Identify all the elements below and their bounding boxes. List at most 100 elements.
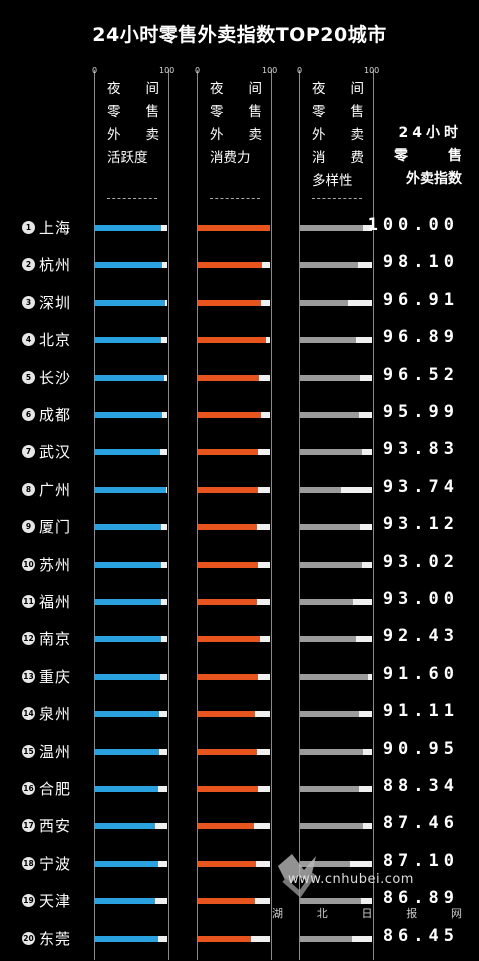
index-value: 86.45: [382, 925, 459, 946]
column-header-activity-line: 活跃度: [95, 147, 169, 170]
table-row: 5 长沙 96.52: [0, 363, 479, 400]
index-value: 93.00: [382, 589, 459, 609]
bar-consumption: [198, 561, 259, 568]
index-value: 95.99: [382, 402, 459, 422]
column-header-text: 间: [248, 81, 263, 97]
rank-badge: 16: [22, 782, 35, 795]
column-header-diversity-line: 多样性: [300, 170, 374, 193]
bar-consumption: [198, 486, 258, 493]
bar-track: [95, 337, 167, 344]
index-value: 91.60: [382, 663, 459, 684]
bar-diversity: [300, 636, 357, 643]
bar-track: [198, 374, 270, 381]
watermark-url: www.cnhubei.com: [288, 872, 414, 887]
tick-min-diversity: 0: [297, 66, 303, 75]
column-header-diversity-line: 外卖: [300, 124, 374, 147]
bar-consumption: [198, 711, 255, 718]
watermark-brand: 湖 北 日 报 网: [272, 905, 462, 921]
bar-track: [300, 299, 372, 306]
bar-activity: [95, 860, 159, 867]
bar-consumption: [198, 449, 259, 456]
rank-badge: 2: [22, 258, 35, 272]
bar-track: [95, 786, 167, 792]
city-label: 泉州: [39, 705, 72, 724]
bar-track: [95, 860, 167, 867]
bar-activity: [95, 262, 162, 269]
index-value: 92.43: [382, 626, 459, 647]
bar-track: [198, 860, 270, 867]
bar-activity: [95, 524, 162, 531]
bar-diversity: [300, 561, 362, 568]
bar-activity: [95, 486, 166, 493]
index-value: 100.00: [367, 215, 459, 235]
bar-track: [95, 935, 167, 942]
rank-badge: 20: [22, 931, 35, 945]
index-header-line2b: 售: [448, 148, 462, 164]
rank-badge: 4: [22, 333, 35, 347]
bar-track: [95, 374, 167, 381]
axis-line-consumption-left: [197, 70, 198, 960]
bar-track: [198, 225, 270, 231]
bar-track: [95, 561, 167, 568]
table-row: 10 苏州 93.02: [0, 550, 479, 587]
table-row: 17 西安 87.46: [0, 811, 479, 848]
city-label: 苏州: [39, 555, 72, 574]
column-header-consumption-line: 外卖: [198, 124, 272, 147]
bar-track: [300, 935, 372, 942]
city-label: 广州: [39, 480, 72, 499]
bar-activity: [95, 935, 158, 942]
column-header-activity: 夜间零售外卖活跃度: [95, 78, 169, 170]
bar-track: [95, 486, 167, 493]
index-header-line1: 24小时: [398, 125, 462, 141]
column-header-consumption: 夜间零售外卖消费力: [198, 78, 272, 170]
city-label: 南京: [39, 630, 72, 649]
rank-badge: 7: [22, 445, 35, 459]
column-header-divider-consumption: [210, 198, 260, 199]
city-label: 温州: [39, 742, 72, 761]
bar-diversity: [300, 449, 362, 456]
axis-line-activity-left: [94, 70, 95, 960]
bar-consumption: [198, 374, 260, 381]
city-label: 北京: [39, 331, 72, 350]
city-label: 杭州: [39, 256, 72, 275]
bar-diversity: [300, 299, 349, 306]
bar-consumption: [198, 786, 259, 792]
rank-badge: 11: [22, 595, 35, 608]
table-row: 9 厦门 93.12: [0, 512, 479, 549]
index-value: 87.10: [382, 850, 459, 871]
table-row: 16 合肥 88.34: [0, 774, 479, 811]
bar-track: [300, 748, 372, 755]
bar-activity: [95, 711, 160, 718]
index-header-line2: 零 售: [390, 145, 462, 168]
bar-consumption: [198, 262, 263, 269]
index-value: 86.89: [382, 888, 459, 909]
watermark-brand-2: 日: [361, 907, 373, 920]
bar-activity: [95, 786, 158, 792]
rank-badge: 10: [22, 557, 35, 571]
column-header-text: 卖: [145, 127, 160, 143]
city-label: 厦门: [39, 518, 72, 537]
bar-consumption: [198, 412, 261, 418]
bar-activity: [95, 374, 165, 381]
table-row: 1 上海 100.00: [0, 213, 479, 250]
city-label: 成都: [39, 406, 72, 424]
watermark-brand-4: 网: [451, 907, 462, 920]
column-header-text: 外: [107, 127, 121, 143]
index-value: 88.34: [382, 776, 459, 796]
bar-track: [198, 486, 270, 493]
column-header-text: 消费力: [210, 150, 251, 166]
rank-badge: 15: [22, 744, 35, 758]
bar-track: [300, 486, 372, 493]
bar-activity: [95, 636, 161, 643]
city-label: 福州: [39, 593, 72, 611]
bar-track: [198, 748, 270, 755]
tick-min-activity: 0: [92, 66, 98, 75]
bar-track: [300, 860, 372, 867]
bar-consumption: [198, 748, 258, 755]
bar-track: [198, 561, 270, 568]
table-row: 7 武汉 93.83: [0, 437, 479, 474]
rank-badge: 17: [22, 819, 35, 833]
bar-track: [300, 412, 372, 418]
bar-track: [198, 599, 270, 605]
city-label: 天津: [39, 892, 72, 911]
